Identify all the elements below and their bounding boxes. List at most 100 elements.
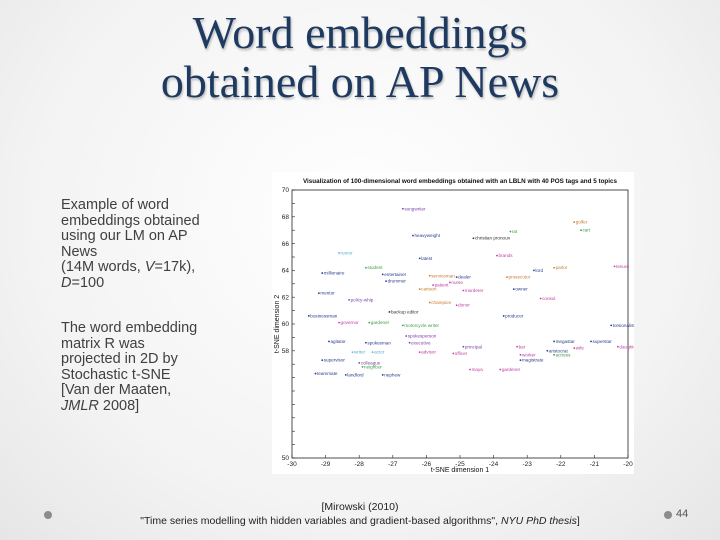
y-axis-label: t-SNE dimension 2	[274, 295, 281, 353]
data-point	[462, 345, 465, 348]
data-point-label: serviceman	[431, 273, 455, 278]
data-point-label: owner	[515, 287, 528, 292]
data-point-label: consul	[542, 296, 555, 301]
data-point	[365, 266, 367, 269]
bullet-right	[664, 511, 672, 519]
data-point	[358, 361, 361, 364]
data-point	[418, 288, 421, 291]
x-tick-label: -30	[287, 461, 297, 468]
data-point	[496, 254, 498, 257]
data-point-label: dealer	[458, 275, 471, 280]
data-point-label: mentor	[320, 291, 335, 296]
data-point-label: nephew	[384, 372, 401, 377]
data-point	[328, 340, 330, 343]
data-point-label: motorcycle writer	[404, 323, 439, 328]
x-tick-label: -28	[354, 461, 364, 468]
data-point	[502, 315, 505, 317]
data-point	[590, 340, 592, 343]
text-segment: =17k),	[154, 259, 196, 276]
tsne-figure: Visualization of 100-dimensional word em…	[272, 172, 634, 474]
data-point-label: daughter	[619, 344, 634, 349]
data-point	[462, 289, 465, 292]
data-point	[338, 252, 340, 254]
y-tick-label: 66	[282, 241, 290, 248]
data-point	[361, 365, 364, 368]
data-point	[388, 311, 391, 313]
data-point-label: rat	[512, 229, 518, 234]
data-point	[371, 351, 374, 354]
method-line: The word embedding	[61, 320, 198, 336]
data-point	[321, 272, 324, 274]
data-point	[610, 324, 613, 327]
y-tick-label: 64	[282, 268, 290, 275]
x-tick-label: -20	[623, 461, 633, 468]
data-point	[573, 221, 576, 224]
data-point-label: supervisor	[324, 358, 346, 363]
text-segment: =100	[71, 274, 105, 291]
data-point	[455, 276, 458, 278]
data-point	[499, 368, 502, 371]
data-point-label: colleague	[361, 360, 381, 365]
data-point	[613, 265, 616, 268]
data-point	[365, 341, 367, 344]
data-point-label: magistrate	[522, 358, 544, 363]
citation: [Mirowski (2010) "Time series modelling …	[60, 500, 660, 528]
citation-text: ]	[576, 515, 580, 527]
data-point-label: aristocrat	[549, 348, 569, 353]
data-point	[385, 280, 387, 283]
page-number: 44	[676, 508, 689, 520]
method-paragraph: The word embedding matrix R was projecte…	[61, 320, 231, 415]
data-point	[519, 353, 522, 356]
data-point	[472, 237, 475, 240]
data-point-label: champion	[431, 300, 451, 305]
data-point	[428, 274, 431, 277]
data-point-label: entertainer	[384, 272, 406, 277]
data-point-label: songwriter	[404, 206, 426, 211]
data-point-label: landlord	[347, 372, 364, 377]
data-point	[617, 345, 619, 348]
data-point-label: golfer	[576, 220, 588, 225]
data-point	[469, 368, 471, 371]
description-line: Example of word	[61, 197, 169, 213]
y-tick-label: 62	[282, 294, 290, 301]
data-point-label: gardener	[502, 367, 521, 372]
data-point	[449, 281, 451, 284]
y-tick-label: 58	[282, 348, 290, 355]
data-point-label: murderer	[465, 288, 484, 293]
data-point-label: latest	[421, 256, 433, 261]
data-point-label: megastar	[556, 339, 576, 344]
x-tick-label: -23	[522, 461, 532, 468]
data-point-label: principal	[465, 344, 482, 349]
data-point	[368, 321, 371, 324]
data-point	[573, 347, 576, 350]
data-point-label: backup editor	[391, 309, 419, 314]
data-point-label: spokesman	[367, 340, 391, 345]
data-point	[533, 269, 535, 272]
method-line: matrix R was	[61, 335, 145, 352]
x-tick-label: -22	[556, 461, 566, 468]
data-point	[381, 374, 384, 376]
journal-name: JMLR	[61, 397, 99, 414]
data-point	[412, 234, 414, 237]
citation-text: "Time series modelling with hidden varia…	[140, 515, 501, 527]
data-point-label: heavyweight	[414, 233, 440, 238]
data-point-label: governor	[341, 320, 360, 325]
data-point-label: drummer	[388, 279, 407, 284]
data-point-label: cart	[582, 228, 590, 233]
data-point	[314, 372, 317, 375]
x-tick-label: -25	[455, 461, 465, 468]
data-point-label: businessman	[310, 313, 338, 318]
data-point	[321, 359, 324, 362]
variable-d: D	[61, 274, 72, 291]
data-point	[553, 340, 555, 343]
description-line: (14M words, V=17k),	[61, 260, 231, 276]
description-line: News	[61, 243, 98, 260]
description-line: embeddings obtained	[61, 212, 200, 229]
data-point-label: rumor	[341, 250, 353, 255]
method-line: [Van der Maaten,	[61, 382, 172, 399]
data-point-label: nurse	[451, 280, 463, 285]
data-point-label: brands	[498, 253, 513, 258]
data-point-label: maya	[472, 367, 484, 372]
data-point-label: christian pronoun	[475, 236, 511, 241]
data-point-label: teammate	[317, 371, 338, 376]
